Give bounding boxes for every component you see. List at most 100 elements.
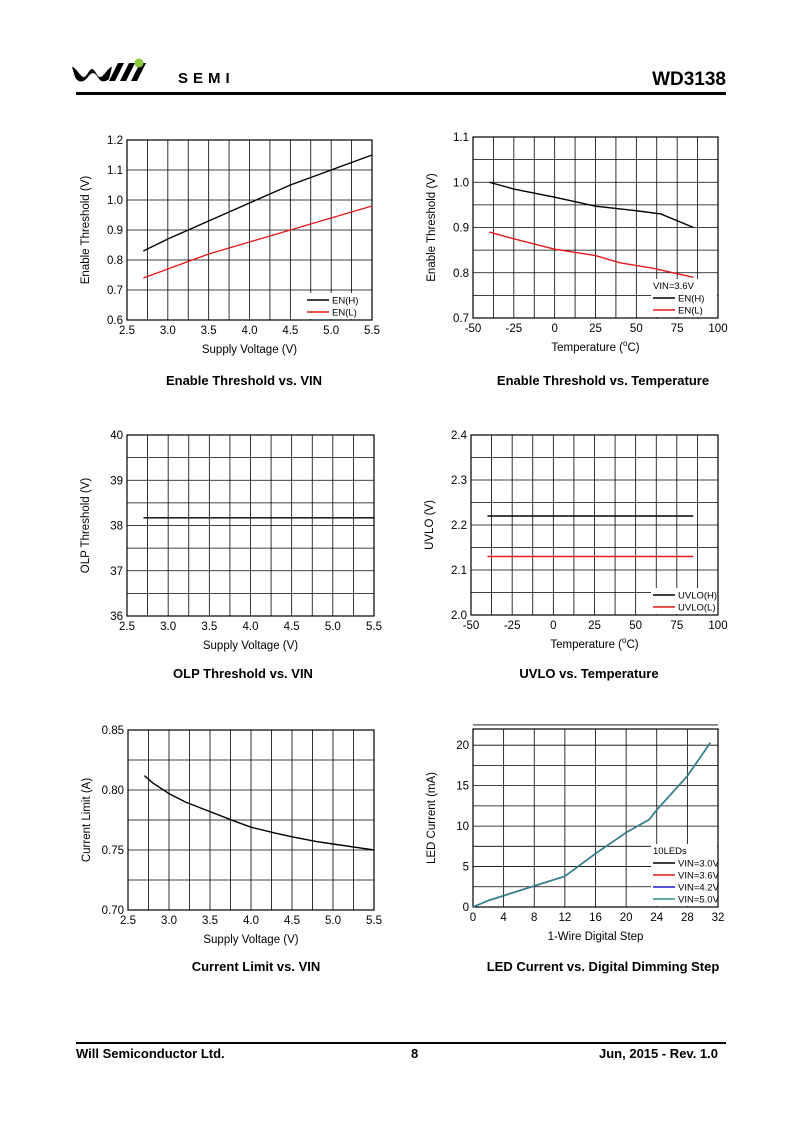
x-tick-label: 28 [681, 912, 694, 924]
x-tick-label: 5.5 [364, 325, 380, 337]
y-tick-label: 0.9 [107, 225, 123, 237]
y-tick-label: 1.1 [107, 165, 123, 177]
legend-note: 10LEDs [653, 846, 687, 857]
x-tick-label: 3.5 [202, 915, 218, 927]
y-tick-label: 2.1 [451, 565, 467, 577]
x-axis-label: Supply Voltage (V) [202, 344, 297, 356]
series-line-en-h- [143, 154, 373, 252]
plot-frame [472, 728, 719, 908]
brand-text: SEMI [178, 70, 235, 87]
y-tick-label: 0.6 [107, 315, 123, 327]
caption-enable-threshold-vs-temperature: Enable Threshold vs. Temperature [496, 373, 710, 388]
x-tick-label: 8 [531, 912, 537, 924]
y-tick-label: 0.75 [102, 845, 124, 857]
legend-entry: UVLO(H) [678, 591, 717, 602]
x-axis-label-degree: o [623, 339, 628, 348]
y-tick-label: 0.85 [102, 725, 124, 737]
x-axis-label-part: Temperature ( [551, 342, 623, 354]
x-tick-label: 4.5 [284, 621, 300, 633]
x-tick-label: 3.0 [160, 325, 176, 337]
header-rule [76, 92, 726, 95]
caption-led-current-vs-digital-step: LED Current vs. Digital Dimming Step [486, 959, 720, 974]
plot-frame [127, 729, 375, 911]
legend-entry: VIN=5.0V [678, 895, 720, 906]
y-axis-label: OLP Threshold (V) [80, 478, 92, 574]
x-tick-label: 4 [500, 912, 507, 924]
x-axis-label-part: Temperature ( [550, 639, 622, 651]
y-tick-label: 2.0 [451, 610, 467, 622]
plot-frame [470, 434, 719, 616]
chart-enable-threshold-vs-temperature: -50 -25 0 25 50 75 100 0.7 0.8 0.9 1.0 1.1 Temperatu… [426, 132, 728, 354]
y-tick-label: 0.8 [107, 255, 123, 267]
legend-entry: VIN=3.0V [678, 859, 720, 870]
y-tick-label: 0 [463, 902, 469, 914]
y-axis-label: Enable Threshold (V) [80, 176, 92, 285]
x-tick-label: 3.0 [161, 915, 177, 927]
legend-note: VIN=3.6V [653, 281, 695, 292]
caption-uvlo-vs-temperature: UVLO vs. Temperature [519, 666, 659, 681]
y-tick-label: 1.0 [107, 195, 123, 207]
x-tick-label: 5.0 [325, 915, 341, 927]
x-tick-label: 25 [588, 620, 601, 632]
x-tick-label: 20 [620, 912, 633, 924]
y-tick-label: 40 [110, 430, 123, 442]
x-tick-label: 4.0 [243, 915, 259, 927]
series-line-en-l- [143, 205, 373, 279]
x-tick-label: 5.0 [325, 621, 341, 633]
footer-page-number: 8 [411, 1046, 419, 1061]
x-tick-label: 12 [558, 912, 571, 924]
y-axis-label: UVLO (V) [424, 500, 436, 550]
legend-entry: EN(H) [332, 296, 358, 307]
x-axis-label: Temperature (oC) [550, 636, 638, 651]
x-tick-label: -25 [506, 323, 523, 335]
legend-entry: EN(H) [678, 294, 704, 305]
y-tick-label: 10 [456, 821, 469, 833]
x-tick-label: 3.0 [160, 621, 176, 633]
part-number: WD3138 [652, 69, 726, 90]
logo-dot-icon [134, 58, 144, 68]
caption-olp-threshold-vs-vin: OLP Threshold vs. VIN [173, 666, 313, 681]
x-axis-label-end: C) [626, 639, 638, 651]
legend-entry: VIN=4.2V [678, 883, 720, 894]
x-tick-label: 3.5 [201, 325, 217, 337]
y-tick-label: 0.7 [453, 313, 469, 325]
series-line-vin-5-0v [472, 742, 711, 908]
plot-frame [126, 434, 375, 617]
y-axis-label: Current Limit (A) [81, 778, 93, 863]
x-axis-label: Temperature (oC) [551, 339, 639, 354]
chart-uvlo-vs-temperature: -50 -25 0 25 50 75 100 2.0 2.1 2.2 2.3 2.4 Temperatu… [424, 430, 728, 651]
x-axis-label-degree: o [622, 636, 627, 645]
x-axis-label: 1-Wire Digital Step [548, 931, 644, 943]
chart-enable-threshold-vs-vin: 2.5 3.0 3.5 4.0 4.5 5.0 5.5 0.6 0.7 0.8 0.9 1.0 1.1 1… [80, 135, 380, 356]
x-tick-label: 5.5 [366, 621, 382, 633]
caption-current-limit-vs-vin: Current Limit vs. VIN [191, 959, 321, 974]
logo-mark-icon [72, 63, 146, 82]
y-tick-label: 1.1 [453, 132, 469, 144]
legend-entry: EN(L) [678, 306, 703, 317]
y-tick-label: 20 [456, 740, 469, 752]
series-line-en-h- [489, 181, 694, 229]
page-header: SEMI WD3138 [72, 55, 726, 95]
x-tick-label: 4.5 [284, 915, 300, 927]
series-line [143, 775, 375, 851]
x-tick-label: -25 [504, 620, 521, 632]
legend-entry: EN(L) [332, 308, 357, 319]
legend-entry: VIN=3.6V [678, 871, 720, 882]
x-tick-label: 4.5 [282, 325, 298, 337]
y-tick-label: 5 [463, 862, 469, 874]
chart-olp-threshold-vs-vin: 2.5 3.0 3.5 4.0 4.5 5.0 5.5 36 37 38 39 40 Supply Vo… [80, 430, 382, 652]
caption-enable-threshold-vs-vin: Enable Threshold vs. VIN [165, 373, 323, 388]
x-tick-label: 32 [712, 912, 725, 924]
x-tick-label: 3.5 [201, 621, 217, 633]
plot-frame [472, 136, 719, 319]
y-tick-label: 2.4 [451, 430, 468, 442]
x-tick-label: 5.5 [366, 915, 382, 927]
footer-date-revision: Jun, 2015 - Rev. 1.0 [599, 1046, 718, 1061]
x-tick-label: 2.5 [119, 621, 135, 633]
x-axis-label: Supply Voltage (V) [203, 934, 298, 946]
legend-entry: UVLO(L) [678, 603, 715, 614]
y-tick-label: 38 [110, 521, 123, 533]
x-tick-label: -50 [463, 620, 480, 632]
x-tick-label: 2.5 [119, 325, 135, 337]
y-axis-label: Enable Threshold (V) [426, 173, 438, 282]
